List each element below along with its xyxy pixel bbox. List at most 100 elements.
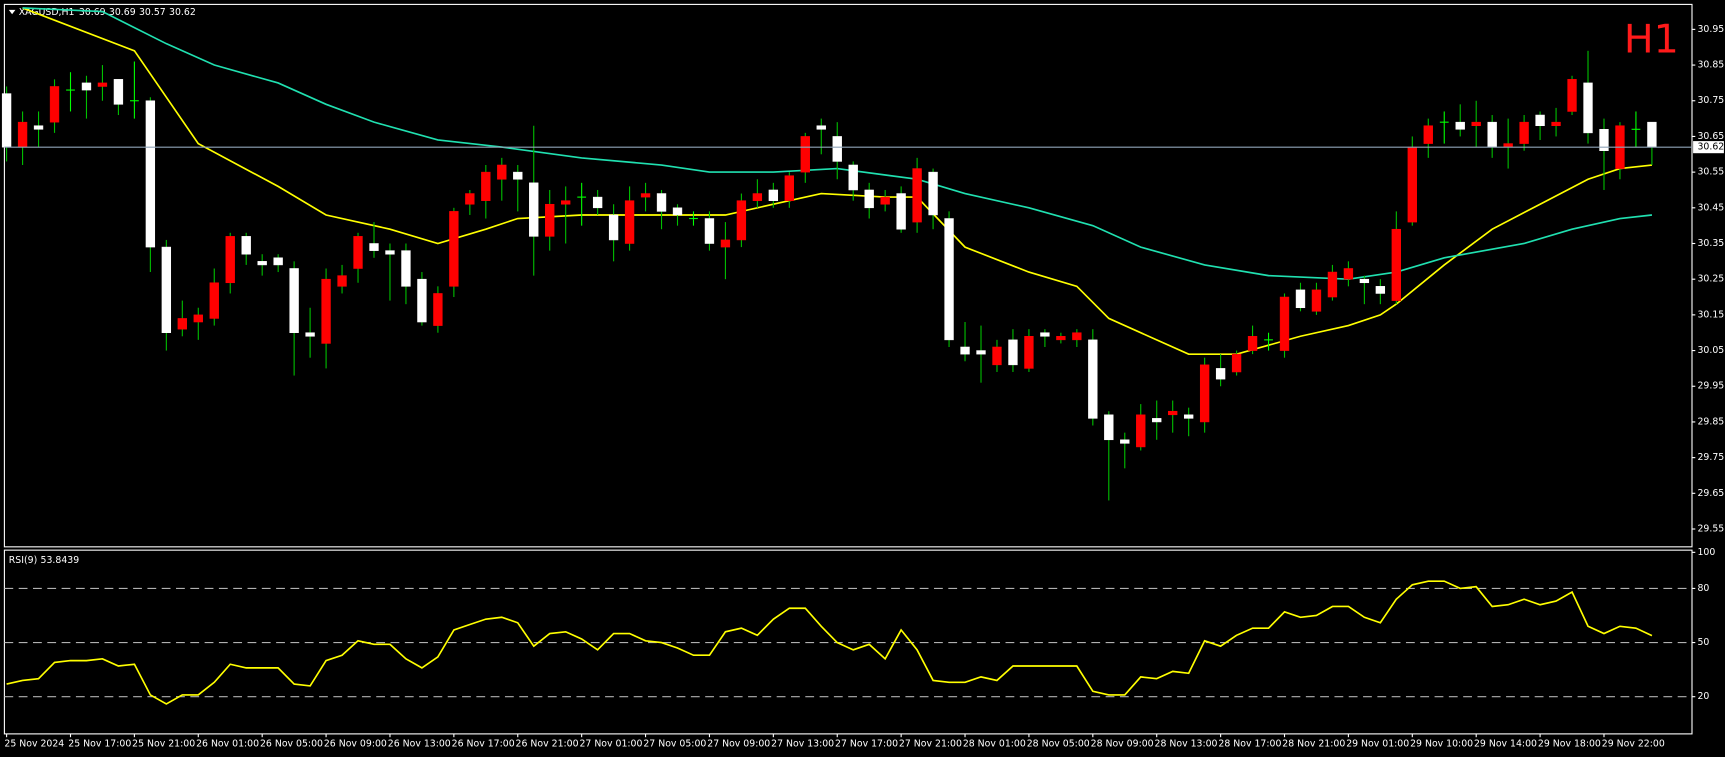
candle-body (832, 136, 842, 162)
candle-body (896, 193, 906, 230)
candle-body (992, 346, 1002, 366)
candle-body (529, 182, 539, 237)
candle-body (1040, 332, 1050, 337)
x-tick-label: 26 Nov 21:00 (516, 738, 579, 749)
candle-body (1359, 278, 1370, 284)
y-tick-label: 30.05 (1697, 345, 1724, 356)
candle-body (1471, 121, 1481, 127)
candle-body (113, 79, 124, 105)
candle-body (225, 236, 235, 284)
x-tick-label: 26 Nov 05:00 (260, 738, 323, 749)
candle-body (752, 193, 763, 201)
header-open: 30.69 (79, 7, 106, 18)
candle-body (1279, 296, 1290, 351)
y-tick-label: 100 (1697, 547, 1715, 558)
x-tick-label: 27 Nov 13:00 (771, 738, 834, 749)
candle-body (465, 193, 475, 205)
candle-body (976, 350, 986, 355)
y-tick-label: 20 (1697, 691, 1709, 702)
candle-body (49, 86, 60, 123)
y-tick-label: 80 (1697, 583, 1709, 594)
candle-body (960, 346, 970, 355)
candle-body (592, 196, 603, 209)
candle-body (624, 200, 635, 244)
candle-body (1199, 364, 1210, 423)
candle-body (656, 193, 667, 212)
x-tick-label: 27 Nov 17:00 (835, 738, 898, 749)
candle-body (1152, 418, 1162, 423)
candle-body (17, 121, 28, 148)
candle-body (1423, 125, 1433, 144)
candle-body (848, 164, 858, 191)
candle-body (1295, 289, 1306, 309)
x-tick-label: 29 Nov 10:00 (1410, 738, 1473, 749)
rsi-line (6, 580, 1653, 705)
x-tick-label: 26 Nov 01:00 (196, 738, 259, 749)
x-tick-label: 29 Nov 22:00 (1602, 738, 1665, 749)
candle-body (81, 82, 92, 91)
y-tick-label: 30.45 (1697, 202, 1724, 213)
candle-body (864, 189, 874, 209)
x-tick-label: 28 Nov 21:00 (1282, 738, 1345, 749)
x-tick-label: 28 Nov 17:00 (1218, 738, 1281, 749)
candle-body (1583, 82, 1593, 134)
candle-body (1136, 414, 1146, 448)
candle-body (1, 93, 12, 148)
candle-body (880, 196, 890, 205)
candle-body (1535, 114, 1545, 127)
y-tick-label: 30.15 (1697, 309, 1724, 320)
x-tick-label: 27 Nov 09:00 (707, 738, 770, 749)
price-label-box (1693, 141, 1724, 154)
x-tick-label: 25 Nov 17:00 (68, 738, 131, 749)
x-tick-label: 28 Nov 09:00 (1091, 738, 1154, 749)
header-close: 30.62 (169, 7, 196, 18)
x-tick-label: 29 Nov 14:00 (1474, 738, 1537, 749)
x-tick-label: 25 Nov 21:00 (132, 738, 195, 749)
candle-body (241, 236, 251, 255)
main-frame (3, 3, 1693, 548)
x-tick-label: 26 Nov 17:00 (452, 738, 515, 749)
candle-body (209, 282, 219, 319)
candle-body (640, 193, 651, 198)
candle-body (672, 207, 683, 216)
candle-body (768, 189, 779, 201)
candle-body (1519, 121, 1529, 144)
y-tick-label: 30.65 (1697, 131, 1724, 142)
candle-body (1391, 228, 1402, 301)
candle-body (1551, 121, 1561, 127)
candle-body (321, 278, 331, 344)
candle-body (545, 203, 555, 237)
candle-body (736, 200, 747, 241)
y-tick-label: 29.85 (1697, 416, 1724, 427)
candle-body (1599, 129, 1609, 151)
y-tick-label: 30.75 (1697, 95, 1724, 106)
candle-body (337, 275, 347, 287)
timeframe-label: H1 (1624, 16, 1679, 62)
x-tick-label: 29 Nov 01:00 (1346, 738, 1409, 749)
candle-body (561, 200, 571, 205)
price-label: 30.62 (1697, 142, 1724, 153)
candle-body (433, 293, 443, 326)
y-tick-label: 29.95 (1697, 381, 1724, 392)
candle-body (1375, 286, 1386, 294)
candle-body (784, 175, 794, 201)
candle-body (497, 164, 507, 180)
rsi-last-value: 53.8439 (41, 555, 80, 566)
candle-body (816, 125, 826, 130)
x-tick-label: 28 Nov 05:00 (1027, 738, 1090, 749)
candle-body (369, 243, 379, 251)
candle-body (1487, 121, 1497, 148)
candle-body (417, 278, 427, 323)
candle-body (1327, 271, 1338, 298)
candle-body (1104, 414, 1114, 441)
candle-body (1343, 268, 1354, 280)
candle-body (1567, 79, 1577, 112)
candle-body (401, 250, 411, 287)
candle-body (257, 261, 267, 266)
candle-body (193, 314, 203, 323)
candle-body (704, 218, 715, 244)
y-tick-label: 30.55 (1697, 167, 1724, 178)
x-tick-label: 27 Nov 05:00 (643, 738, 706, 749)
candle-body (145, 100, 156, 248)
